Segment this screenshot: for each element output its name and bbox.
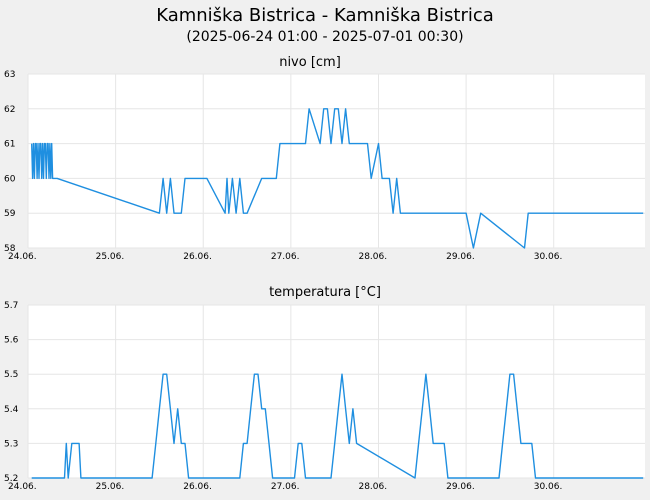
y-tick-label: 5.7 — [4, 301, 18, 311]
series-line-temperatura — [31, 373, 644, 479]
x-tick-label: 28.06. — [358, 482, 387, 492]
page-title: Kamniška Bistrica - Kamniška Bistrica — [156, 5, 494, 26]
y-tick-label: 5.6 — [4, 336, 19, 346]
y-tick-label: 5.4 — [4, 405, 19, 415]
x-tick-label: 26.06. — [183, 252, 212, 262]
x-tick-label: 30.06. — [534, 252, 563, 262]
y-tick-label: 62 — [4, 105, 15, 115]
y-tick-label: 5.5 — [4, 370, 18, 380]
series-line-nivo — [31, 108, 644, 249]
chart-temperatura: temperatura [°C] 5.2 5.3 5.4 5.5 5.6 5.7 24.0… — [4, 285, 645, 492]
y-tick-label: 63 — [4, 70, 15, 80]
x-tick-label: 29.06. — [446, 252, 475, 262]
y-tick-label: 58 — [4, 244, 16, 254]
x-tick-label: 24.06. — [8, 482, 37, 492]
x-tick-label: 25.06. — [96, 482, 125, 492]
y-tick-label: 5.2 — [4, 474, 18, 484]
x-tick-label: 27.06. — [271, 252, 300, 262]
x-tick-label: 30.06. — [534, 482, 563, 492]
y-ticks-nivo: 58 59 60 61 62 63 — [4, 70, 16, 254]
chart-title-temperatura: temperatura [°C] — [269, 285, 381, 300]
y-tick-label: 60 — [4, 174, 16, 184]
y-tick-label: 5.3 — [4, 439, 18, 449]
y-tick-label: 61 — [4, 140, 15, 150]
y-ticks-temperatura: 5.2 5.3 5.4 5.5 5.6 5.7 — [4, 301, 19, 484]
x-ticks-nivo: 24.06. 25.06. 26.06. 27.06. 28.06. 29.06. 30.0… — [8, 252, 562, 262]
y-tick-label: 59 — [4, 209, 16, 219]
x-ticks-temperatura: 24.06. 25.06. 26.06. 27.06. 28.06. 29.06. 30.0… — [8, 482, 562, 492]
plot-area-temperatura — [28, 305, 645, 478]
x-tick-label: 25.06. — [96, 252, 125, 262]
chart-title-nivo: nivo [cm] — [279, 55, 341, 70]
x-tick-label: 27.06. — [271, 482, 300, 492]
x-tick-label: 24.06. — [8, 252, 37, 262]
x-tick-label: 26.06. — [183, 482, 212, 492]
x-tick-label: 28.06. — [358, 252, 387, 262]
page-subtitle: (2025-06-24 01:00 - 2025-07-01 00:30) — [186, 29, 463, 45]
plot-area-nivo — [28, 74, 645, 248]
gridlines-temperatura — [27, 304, 645, 479]
chart-nivo: nivo [cm] 58 59 60 61 62 63 24.06. 25.06. 26.06… — [4, 55, 645, 262]
x-tick-label: 29.06. — [446, 482, 475, 492]
